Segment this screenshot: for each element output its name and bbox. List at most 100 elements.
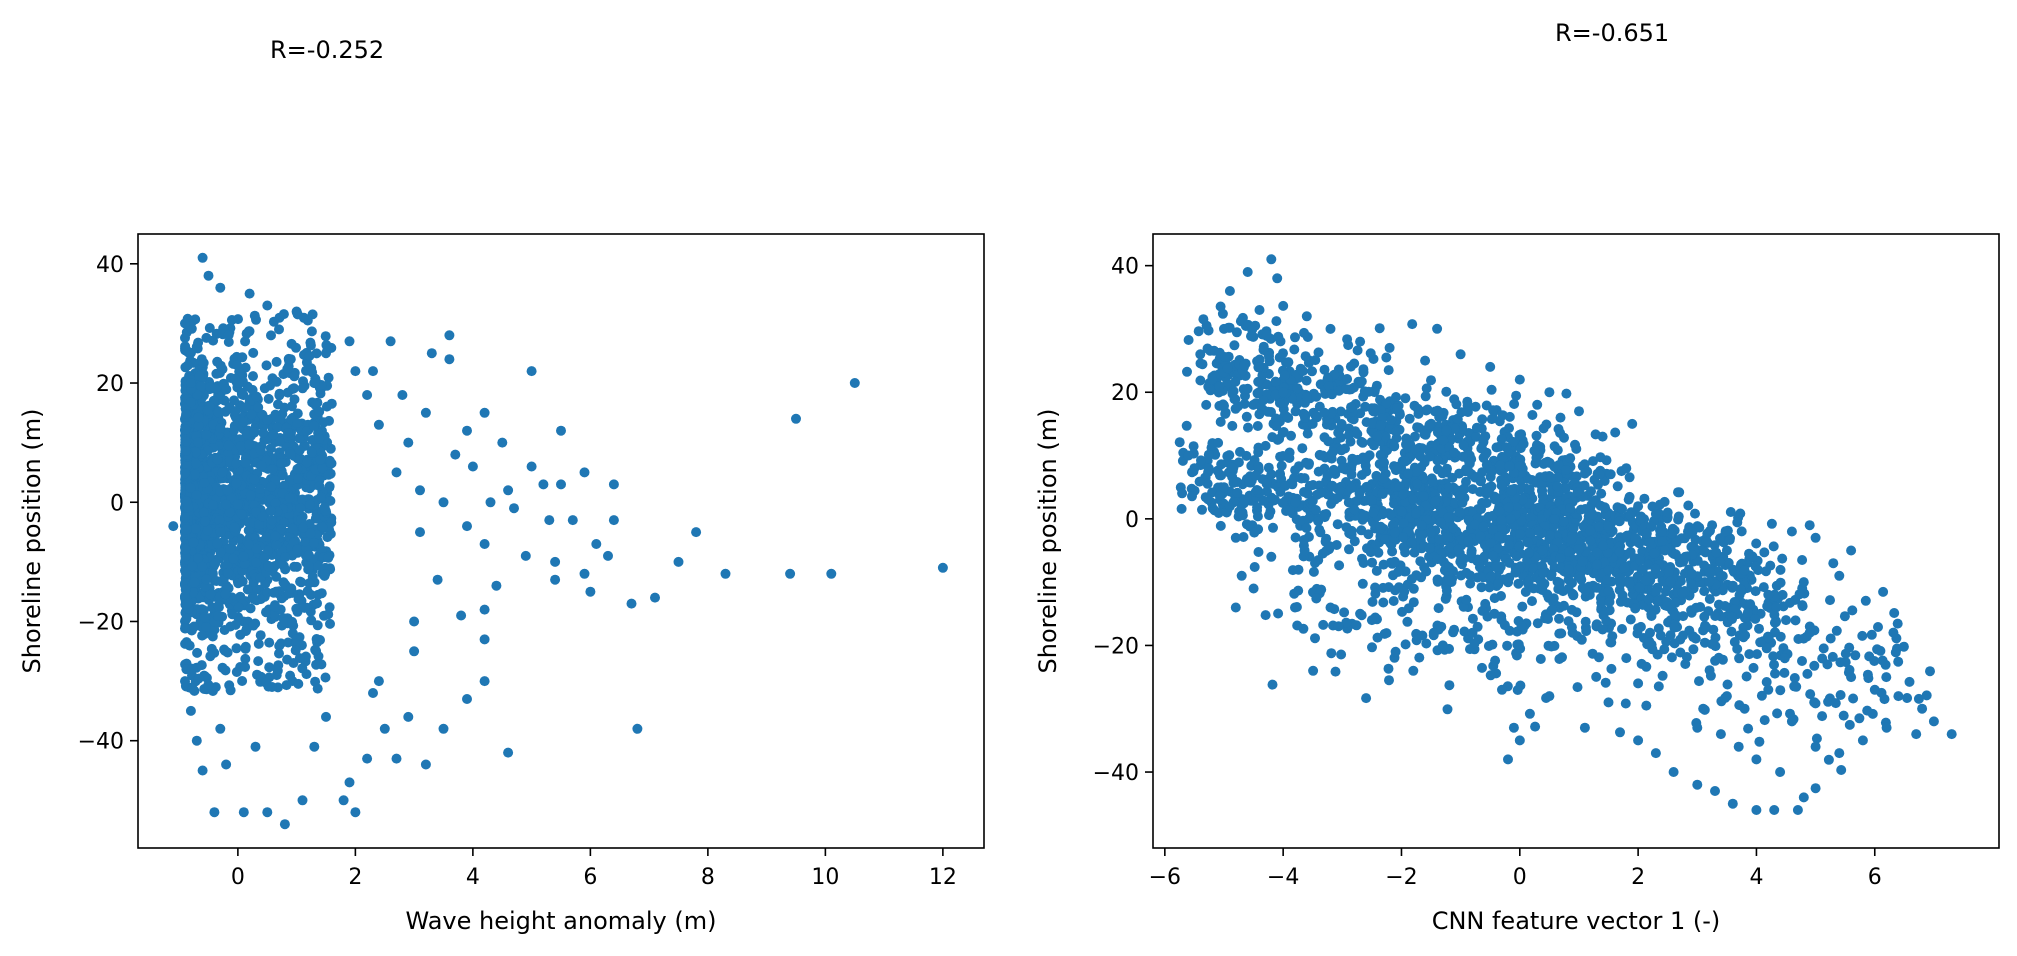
y-tick-label: 20 bbox=[1111, 381, 1139, 406]
data-point bbox=[323, 469, 334, 480]
data-point bbox=[1471, 422, 1482, 433]
data-point bbox=[1651, 586, 1661, 597]
data-point bbox=[1292, 383, 1303, 394]
data-point bbox=[1701, 536, 1712, 547]
data-point bbox=[1241, 411, 1252, 422]
data-point bbox=[1917, 703, 1928, 714]
data-point bbox=[1580, 616, 1591, 627]
data-point bbox=[1418, 491, 1429, 502]
data-point bbox=[1432, 576, 1443, 587]
data-point bbox=[232, 499, 243, 510]
data-point bbox=[467, 461, 478, 472]
data-point bbox=[1624, 578, 1635, 589]
data-point bbox=[1260, 610, 1271, 621]
data-point bbox=[1346, 525, 1357, 536]
data-point bbox=[1286, 430, 1296, 441]
data-point bbox=[1698, 703, 1709, 714]
data-point bbox=[1818, 643, 1829, 654]
data-point bbox=[263, 393, 274, 404]
data-point bbox=[1683, 500, 1694, 511]
data-point bbox=[1378, 457, 1389, 467]
data-point bbox=[462, 425, 472, 436]
data-point bbox=[285, 449, 296, 460]
data-point bbox=[1890, 647, 1901, 658]
data-point bbox=[1330, 666, 1341, 677]
data-point bbox=[1565, 503, 1575, 513]
data-point bbox=[1253, 547, 1264, 557]
data-point bbox=[1523, 547, 1534, 558]
data-point bbox=[1300, 351, 1311, 362]
data-point bbox=[314, 481, 325, 491]
data-point bbox=[180, 623, 191, 634]
x-tick-label: −4 bbox=[1267, 865, 1299, 890]
data-point bbox=[1653, 681, 1664, 692]
data-point bbox=[305, 499, 315, 510]
data-point bbox=[1400, 547, 1411, 558]
data-point bbox=[237, 676, 248, 686]
data-point bbox=[1659, 545, 1670, 556]
data-point bbox=[1603, 585, 1614, 596]
data-point bbox=[1231, 327, 1242, 338]
data-point bbox=[201, 332, 212, 343]
data-point bbox=[276, 457, 287, 468]
data-point bbox=[1768, 541, 1779, 552]
data-point bbox=[1470, 401, 1481, 412]
data-point bbox=[1261, 329, 1272, 340]
data-point bbox=[1770, 668, 1780, 679]
data-point bbox=[1230, 376, 1241, 387]
data-point bbox=[1857, 735, 1868, 746]
data-point bbox=[1810, 698, 1821, 709]
data-point bbox=[297, 494, 308, 505]
data-point bbox=[1315, 450, 1326, 461]
data-point bbox=[1456, 553, 1467, 564]
data-point bbox=[1721, 545, 1732, 556]
data-point bbox=[258, 427, 269, 438]
data-point bbox=[1483, 641, 1494, 651]
data-point bbox=[1570, 439, 1580, 450]
data-point bbox=[1372, 431, 1383, 442]
data-point bbox=[1836, 765, 1847, 775]
data-point bbox=[1361, 693, 1372, 704]
data-point bbox=[279, 402, 290, 413]
data-point bbox=[211, 368, 222, 379]
data-point bbox=[1352, 345, 1363, 356]
data-point bbox=[272, 665, 283, 676]
data-point bbox=[1645, 627, 1655, 638]
data-point bbox=[1561, 388, 1572, 399]
data-point bbox=[1469, 638, 1480, 649]
data-point bbox=[305, 337, 316, 348]
x-tick-label: 2 bbox=[1631, 865, 1645, 890]
data-point bbox=[1878, 586, 1889, 597]
data-point bbox=[1299, 545, 1310, 556]
data-point bbox=[1512, 685, 1523, 695]
data-point bbox=[1595, 452, 1606, 463]
data-point bbox=[1258, 395, 1269, 406]
data-point bbox=[1736, 526, 1747, 537]
data-point bbox=[261, 360, 272, 371]
data-point bbox=[1187, 491, 1197, 502]
data-point bbox=[264, 662, 275, 673]
data-point bbox=[1344, 544, 1354, 555]
data-point bbox=[1258, 341, 1269, 352]
data-point bbox=[1518, 438, 1529, 449]
data-point bbox=[1593, 479, 1603, 490]
data-point bbox=[279, 480, 289, 491]
data-point bbox=[1633, 501, 1644, 512]
data-point bbox=[1597, 624, 1608, 635]
data-point bbox=[184, 640, 195, 651]
data-point bbox=[1508, 722, 1519, 733]
data-point bbox=[1397, 606, 1408, 617]
data-point bbox=[229, 522, 240, 533]
data-point bbox=[1345, 361, 1356, 372]
data-point bbox=[190, 469, 201, 480]
data-point bbox=[231, 458, 242, 469]
data-point bbox=[1266, 254, 1277, 265]
data-point bbox=[1634, 582, 1645, 593]
data-point bbox=[1270, 376, 1281, 387]
data-point bbox=[556, 425, 566, 436]
data-point bbox=[1599, 502, 1610, 513]
data-point bbox=[1677, 587, 1688, 598]
data-point bbox=[248, 371, 258, 382]
data-point bbox=[1846, 545, 1857, 556]
data-point bbox=[1881, 722, 1892, 733]
